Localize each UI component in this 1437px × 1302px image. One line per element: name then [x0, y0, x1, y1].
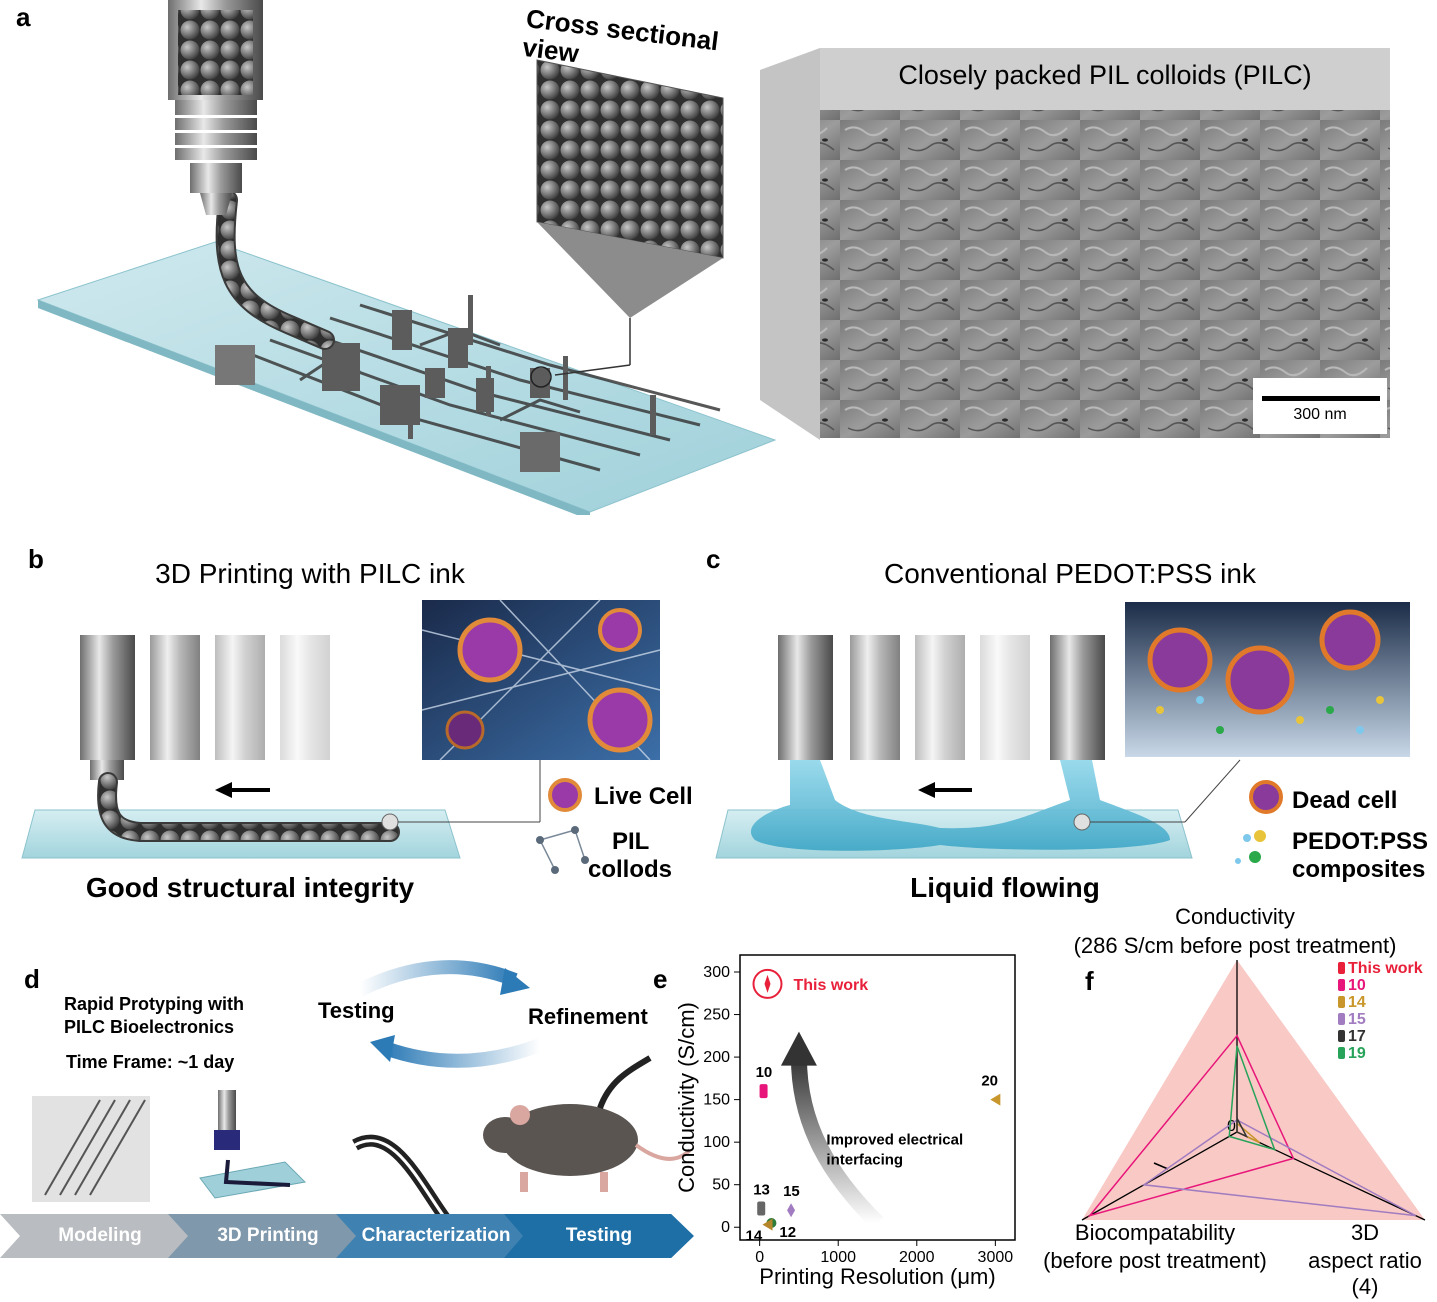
panel-d-illustration	[32, 960, 692, 1240]
improvement-arrow-head	[780, 1031, 817, 1066]
data-point-this-work	[764, 974, 771, 993]
conductivity-resolution-chart: 0 1000 2000 3000 0 50 100 150 200 250 300 Printing …	[674, 954, 1016, 1289]
radar-legend-10: 10	[1348, 977, 1366, 994]
radar-legend-17-marker	[1338, 1030, 1345, 1042]
radar-axis-left-line2: (before post treatment)	[1043, 1248, 1267, 1273]
x-tick-label: 1000	[820, 1249, 856, 1266]
radar-axis-top-line2: (286 S/cm before post treatment)	[1073, 933, 1397, 958]
panel-c-caption: Liquid flowing	[910, 872, 1100, 903]
data-point-12-label: 12	[779, 1224, 796, 1241]
x-tick-label: 0	[755, 1249, 764, 1266]
data-point-14-label: 14	[746, 1228, 763, 1245]
panel-f-letter: f	[1085, 966, 1094, 996]
y-axis-label: Conductivity (S/cm)	[674, 1002, 699, 1193]
data-point-20	[990, 1093, 1001, 1106]
panel-e-letter: e	[653, 964, 668, 994]
plot-frame	[739, 954, 1016, 1241]
radar-axis-right-line2: aspect ratio	[1308, 1248, 1422, 1273]
radar-legend-15: 15	[1348, 1011, 1366, 1028]
x-tick-label: 2000	[899, 1249, 935, 1266]
radar-series-17	[1236, 1117, 1249, 1139]
radar-axis-right-line1: 3D	[1350, 1220, 1380, 1245]
panel-b-illustration	[21, 599, 661, 874]
radar-series-19	[1228, 1045, 1276, 1151]
y-tick-label: 200	[703, 1049, 730, 1066]
radar-axis-1	[1081, 1131, 1238, 1221]
legend-dead-cell: Dead cell	[1292, 787, 1398, 814]
panel-b-letter: b	[28, 544, 44, 574]
legend-pil-line1: PIL	[612, 828, 650, 855]
radar-tick	[1153, 1162, 1169, 1170]
sem-title: Closely packed PIL colloids (PILC)	[898, 60, 1312, 90]
y-tick-label: 250	[703, 1007, 730, 1024]
legend-pedot-line1: PEDOT:PSS	[1292, 828, 1429, 855]
data-point-10-label: 10	[756, 1064, 773, 1081]
data-point-13-label: 13	[753, 1182, 770, 1199]
radar-legend-19: 19	[1348, 1045, 1366, 1062]
cycle-testing-label: Testing	[318, 998, 395, 1023]
radar-axis-right-line3: (4)	[1351, 1274, 1379, 1299]
panel-b-caption: Good structural integrity	[85, 872, 415, 903]
y-tick-label: 50	[712, 1177, 730, 1194]
x-axis-label: Printing Resolution (μm)	[759, 1264, 995, 1289]
radar-legend-this-work-marker	[1338, 962, 1345, 974]
y-tick-label: 0	[721, 1219, 730, 1236]
radar-axis-2	[1236, 1131, 1426, 1221]
improvement-arrow-shaft	[790, 1057, 884, 1229]
data-point-10	[759, 1084, 768, 1099]
radar-legend-15-marker	[1338, 1013, 1345, 1025]
step-characterization: Characterization	[336, 1214, 536, 1258]
panel-c-illustration	[715, 602, 1410, 864]
radar-series-10	[1087, 1034, 1295, 1217]
radar-legend-14-marker	[1338, 996, 1345, 1008]
radar-axis-top-line1: Conductivity	[1175, 904, 1295, 929]
step-testing: Testing	[504, 1214, 694, 1258]
legend-live-cell: Live Cell	[594, 783, 693, 810]
panel-c-letter: c	[706, 544, 721, 574]
data-point-14	[762, 1218, 773, 1231]
y-tick-label: 100	[703, 1134, 730, 1151]
x-tick-label: 3000	[978, 1249, 1014, 1266]
this-work-label: This work	[794, 977, 869, 994]
radar-legend-14: 14	[1348, 994, 1366, 1011]
this-work-circle	[752, 968, 783, 999]
legend-pedot-line2: composites	[1292, 856, 1426, 883]
radar-legend-10-marker	[1338, 979, 1345, 991]
step-modeling: Modeling	[0, 1214, 200, 1258]
legend-pil-line2: collods	[588, 856, 673, 883]
scale-bar-label: 300 nm	[1293, 406, 1347, 423]
cycle-refinement-label: Refinement	[528, 1004, 648, 1029]
data-point-20-label: 20	[981, 1073, 998, 1090]
panel-d-heading-line2: PILC Bioelectronics	[64, 1017, 235, 1037]
panel-a-illustration	[36, 0, 1390, 515]
time-frame-label: Time Frame: ~1 day	[66, 1052, 235, 1072]
radar-axis-left-line1: Biocompatability	[1074, 1220, 1236, 1245]
panel-d-heading-line1: Rapid Protyping with	[64, 994, 244, 1014]
radar-zero-label: 0	[1227, 1118, 1236, 1135]
y-tick-label: 300	[703, 964, 730, 981]
radar-legend-this-work: This work	[1348, 960, 1423, 977]
improvement-label-line1: Improved electrical	[826, 1132, 963, 1149]
data-point-15	[787, 1203, 796, 1218]
radar-legend-17: 17	[1348, 1028, 1366, 1045]
step-3d-printing: 3D Printing	[168, 1214, 368, 1258]
improvement-label-line2: interfacing	[826, 1152, 903, 1169]
panel-c-title: Conventional PEDOT:PSS ink	[884, 558, 1256, 589]
data-point-15-label: 15	[783, 1183, 800, 1200]
radar-legend-19-marker	[1338, 1047, 1345, 1059]
radar-series-15	[1141, 1119, 1416, 1217]
y-tick-label: 150	[703, 1092, 730, 1109]
panel-b-title: 3D Printing with PILC ink	[155, 558, 465, 589]
data-point-13	[757, 1201, 766, 1216]
panel-d-letter: d	[24, 964, 40, 994]
panel-a-letter: a	[16, 2, 31, 32]
